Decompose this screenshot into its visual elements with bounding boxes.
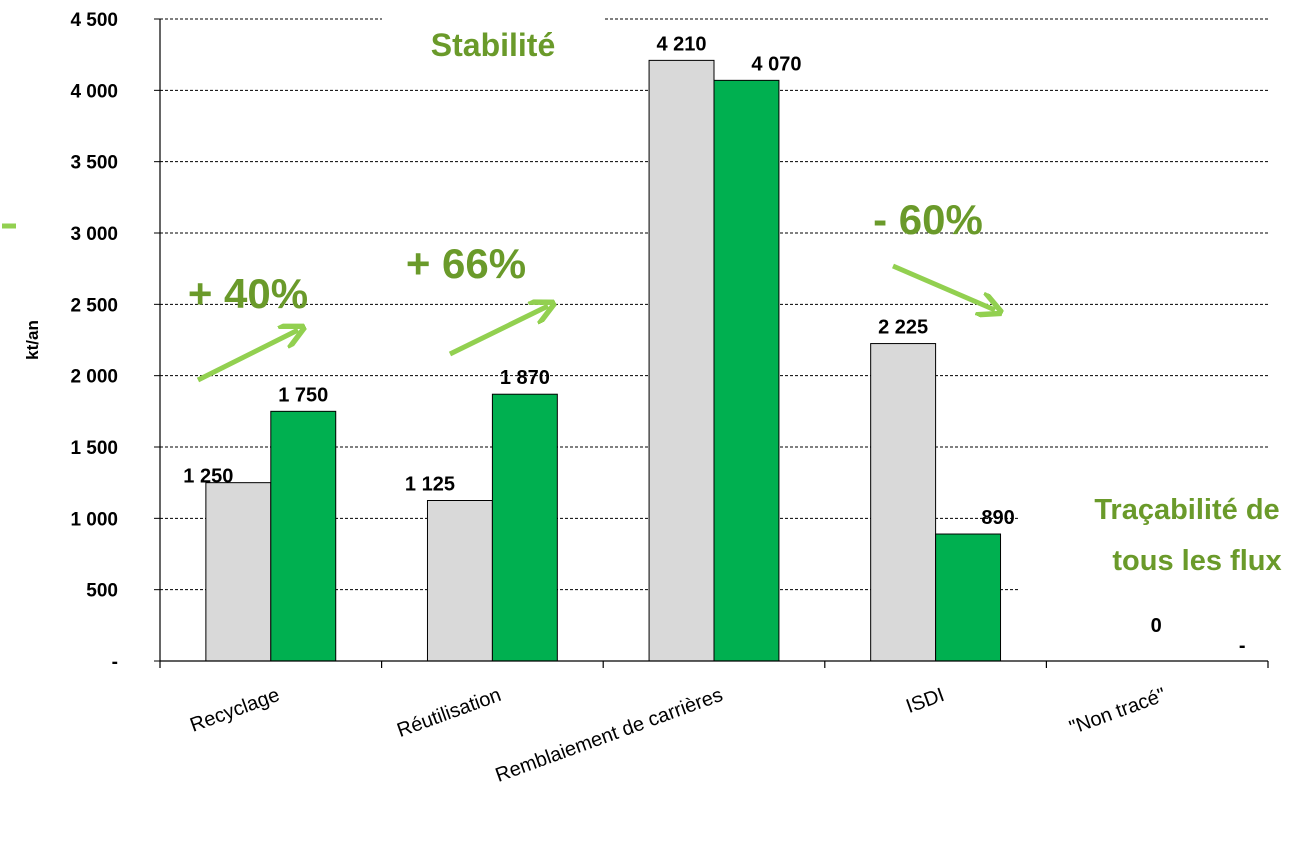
bar-green — [713, 79, 780, 662]
x-category-label: Réutilisation — [394, 684, 504, 742]
y-tick-label: 500 — [86, 581, 118, 602]
y-tick-label: 4 500 — [70, 10, 118, 31]
stabilite-box — [382, 18, 604, 74]
recyclage-change-annotation: + 40% — [188, 270, 308, 317]
y-tick-label: 2 500 — [70, 295, 118, 316]
data-label: 1 125 — [405, 474, 455, 496]
tracabilite-box — [1020, 470, 1280, 595]
y-tick-label: 2 000 — [70, 367, 118, 388]
y-tick-label: - — [112, 652, 118, 673]
bar-grey — [426, 500, 493, 662]
y-tick-labels: - 500 1 000 1 500 2 000 2 500 3 000 3 500 4 000 4… — [70, 10, 118, 673]
decrease-arrow-isdi — [892, 263, 995, 310]
data-label: - — [1239, 635, 1246, 657]
y-tick-label: 1 500 — [70, 438, 118, 459]
data-label: 1 750 — [278, 384, 328, 406]
data-label: 1 250 — [183, 466, 233, 488]
isdi-change-annotation: - 60% — [873, 196, 983, 243]
bar-grey — [648, 59, 715, 662]
data-label: 2 225 — [878, 317, 928, 339]
data-labels: 1 250 1 750 1 125 1 870 4 210 4 070 2 225 890 0 - — [183, 33, 1245, 657]
increase-arrow-reutilisation — [448, 306, 548, 357]
x-category-label: ISDI — [903, 684, 947, 718]
data-label: 0 — [1151, 615, 1162, 637]
y-axis-label: kt/an — [23, 320, 42, 360]
data-label: 4 070 — [751, 53, 801, 75]
x-category-label: "Non tracé" — [1067, 684, 1169, 739]
y-tick-label: 3 500 — [70, 153, 118, 174]
data-label: 1 870 — [500, 367, 550, 389]
bar-green — [270, 410, 337, 662]
bars — [205, 59, 1002, 662]
gridlines — [154, 18, 1268, 662]
y-tick-label: 3 000 — [70, 224, 118, 245]
bar-green — [491, 393, 558, 662]
tracabilite-annotation-line1: Traçabilité de — [1094, 494, 1279, 526]
bar-grey — [205, 482, 272, 662]
axes — [159, 19, 1269, 668]
bar-grey — [870, 343, 937, 662]
x-category-label: Recyclage — [187, 684, 282, 737]
data-label: 890 — [981, 507, 1014, 529]
x-category-label: Remblaiement de carrières — [493, 684, 726, 787]
bar-green — [935, 533, 1002, 662]
tracabilite-annotation-line2: tous les flux — [1112, 545, 1281, 577]
y-tick-label: 1 000 — [70, 509, 118, 530]
y-tick-label: 4 000 — [70, 81, 118, 102]
stabilite-annotation: Stabilité — [431, 27, 555, 63]
reutilisation-change-annotation: + 66% — [406, 240, 526, 287]
data-label: 4 210 — [657, 33, 707, 55]
increase-arrow-recyclage — [196, 330, 298, 383]
